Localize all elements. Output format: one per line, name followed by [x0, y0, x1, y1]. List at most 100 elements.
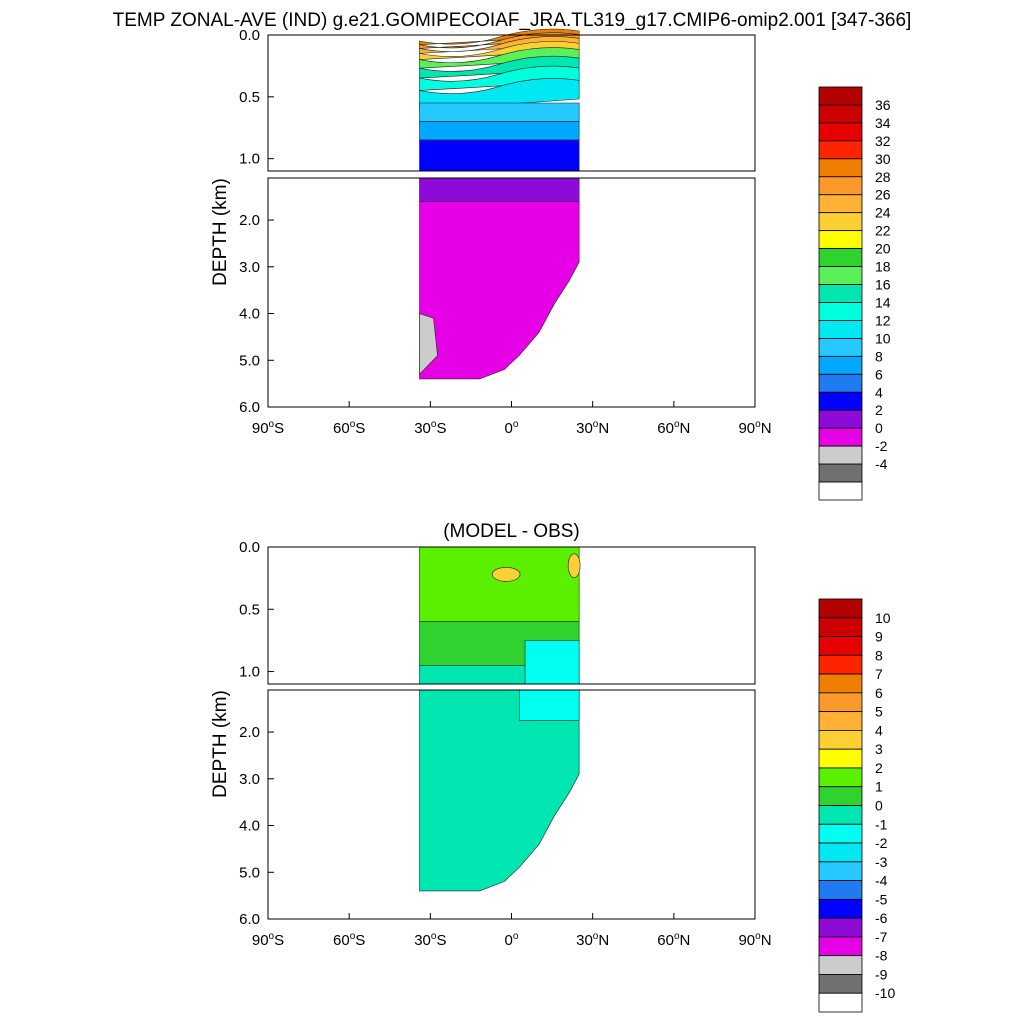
colorbar-swatch: [818, 355, 863, 375]
colorbar-swatch: [818, 880, 863, 900]
contour-band: [419, 102, 580, 122]
colorbar-swatch: [818, 373, 863, 393]
colorbar-swatch: [818, 767, 863, 788]
contour-band: [419, 121, 580, 141]
colorbar-label: 2: [875, 402, 883, 418]
colorbar-swatch: [818, 823, 863, 844]
colorbar-swatch: [818, 104, 863, 124]
colorbar-swatch: [818, 284, 863, 303]
colorbar-label: 2: [875, 760, 883, 776]
x-tick-label: 90o​N: [738, 931, 771, 949]
colorbar-swatch: [818, 673, 863, 694]
x-tick-label: 90o​N: [738, 419, 771, 437]
colorbar-label: -4: [875, 873, 888, 889]
colorbar-label: 4: [875, 722, 883, 738]
x-tick-label: 30o​S: [414, 419, 446, 437]
model-minus-obs-panel: (MODEL - OBS) DEPTH (km) 0.0 0.5 1.0 2.0 3.0 4.…: [210, 521, 895, 1013]
colorbar-label: 9: [875, 629, 883, 645]
colorbar-label: 30: [875, 151, 891, 167]
colorbar-label: 3: [875, 741, 883, 757]
contour-band: [491, 567, 521, 582]
colorbar-label: -3: [875, 854, 888, 870]
y-tick-label: 5.0: [239, 352, 260, 369]
colorbar-label: -9: [875, 966, 888, 982]
colorbar-swatch: [818, 409, 863, 429]
x-tick-label: 60o​N: [657, 419, 690, 437]
colorbar-label: -2: [875, 835, 888, 851]
colorbar-swatch: [818, 481, 863, 501]
colorbar-label: 6: [875, 685, 883, 701]
x-tick-label: 30o​N: [576, 419, 609, 437]
contour-band: [567, 553, 581, 578]
colorbar-label: 16: [875, 277, 891, 293]
colorbar-swatch: [818, 445, 863, 465]
y-tick-label: 3.0: [239, 771, 260, 788]
colorbar-label: 0: [875, 798, 883, 814]
colorbar-swatch: [818, 122, 863, 142]
y-tick-label: 2.0: [239, 724, 260, 741]
y-tick-label: 4.0: [239, 818, 260, 835]
colorbar-label: 14: [875, 294, 891, 310]
y-tick-label: 1.0: [239, 664, 260, 681]
colorbar-label: 28: [875, 169, 891, 185]
colorbar-label: 1: [875, 779, 883, 795]
colorbar-swatch: [818, 730, 863, 750]
colorbar-swatch: [818, 654, 863, 675]
colorbar-label: 26: [875, 187, 891, 203]
contour-band: [419, 65, 580, 91]
colorbar-label: 32: [875, 133, 891, 149]
colorbar-swatch: [818, 337, 863, 357]
contour-band: [419, 313, 438, 376]
x-tick-label: 0o​: [505, 931, 519, 949]
colorbar-label: -8: [875, 948, 888, 964]
y-axis-label: DEPTH (km): [210, 178, 231, 286]
colorbar-swatch: [818, 230, 863, 250]
colorbar-label: 6: [875, 366, 883, 382]
y-tick-label: 1.0: [239, 151, 260, 168]
colorbar-label: -7: [875, 929, 888, 945]
colorbar-swatch: [818, 861, 863, 881]
x-tick-label: 90o​S: [252, 419, 284, 437]
colorbar-swatch: [818, 692, 863, 713]
y-tick-label: 3.0: [239, 259, 260, 276]
colorbar-swatch: [818, 158, 863, 178]
colorbar-label: 10: [875, 330, 891, 346]
x-tick-label: 0o​: [505, 419, 519, 437]
colorbar-label: 0: [875, 420, 883, 436]
colorbar-label: -1: [875, 816, 888, 832]
colorbar-swatch: [818, 320, 863, 339]
contour-band: [419, 41, 580, 60]
colorbar-label: 5: [875, 704, 883, 720]
colorbar-label: 7: [875, 666, 883, 682]
colorbar-swatch: [818, 212, 863, 232]
x-tick-label: 60o​S: [333, 931, 365, 949]
colorbar-label: 34: [875, 115, 891, 131]
y-tick-label: 0.0: [239, 539, 260, 556]
colorbar-swatch: [818, 391, 863, 411]
y-tick-label: 2.0: [239, 212, 260, 229]
contour-band: [419, 139, 580, 172]
temperature-panel: DEPTH (km) 0.0 0.5 1.0 2.0 3.0 4.0 5.0 6.0 90o​S 6…: [210, 27, 891, 501]
plot-frame-upper: [267, 546, 756, 685]
colorbar-label: 12: [875, 312, 891, 328]
colorbar-label: 22: [875, 223, 891, 239]
contour-band: [419, 47, 580, 69]
colorbar-swatch: [818, 427, 863, 447]
colorbar-label: 24: [875, 205, 891, 221]
x-tick-label: 90o​S: [252, 931, 284, 949]
colorbar-swatch: [818, 194, 863, 214]
colorbar-label: 8: [875, 647, 883, 663]
colorbar-swatch: [818, 266, 863, 285]
colorbar-swatch: [818, 842, 863, 863]
colorbar-label: 4: [875, 384, 883, 400]
colorbar-label: -4: [875, 456, 888, 472]
contour-band: [419, 36, 580, 54]
colorbar-swatch: [818, 711, 863, 731]
colorbar-swatch: [818, 898, 863, 919]
y-tick-label: 0.5: [239, 601, 260, 618]
colorbar-swatch: [818, 636, 863, 656]
colorbar-swatch: [818, 302, 863, 321]
contour-band: [524, 640, 580, 685]
figure-title: TEMP ZONAL-AVE (IND) g.e21.GOMIPECOIAF_J…: [113, 10, 912, 31]
